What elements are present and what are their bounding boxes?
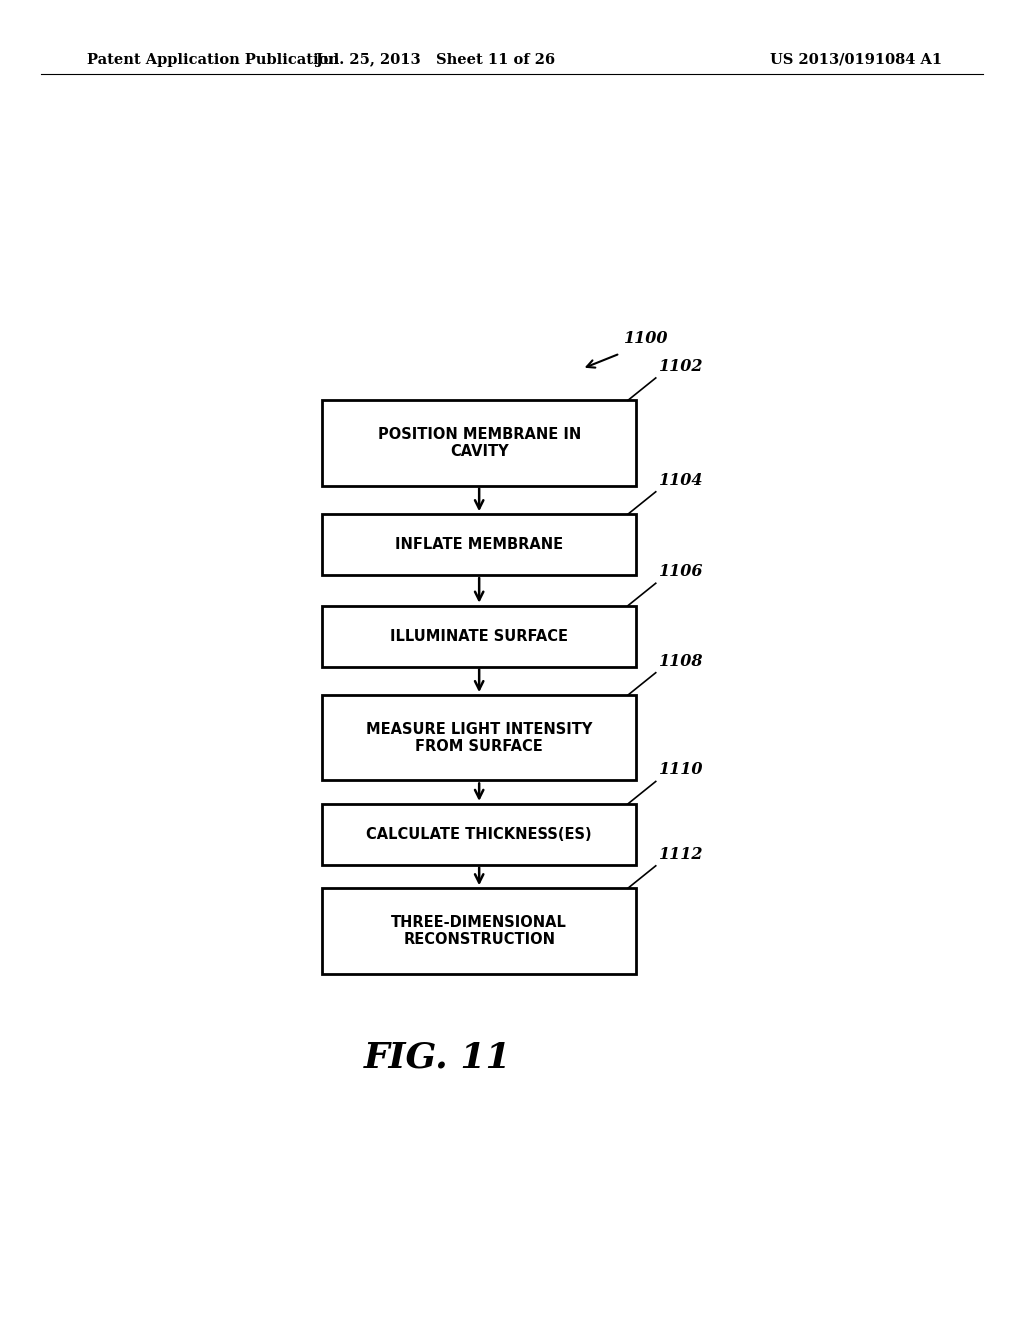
Bar — [323, 888, 636, 974]
Text: ILLUMINATE SURFACE: ILLUMINATE SURFACE — [390, 628, 568, 644]
Bar — [323, 400, 636, 486]
Text: 1102: 1102 — [658, 358, 703, 375]
Bar — [323, 804, 636, 865]
Text: FIG. 11: FIG. 11 — [364, 1041, 511, 1074]
Text: THREE-DIMENSIONAL
RECONSTRUCTION: THREE-DIMENSIONAL RECONSTRUCTION — [391, 915, 567, 946]
Text: 1108: 1108 — [658, 652, 703, 669]
Text: 1106: 1106 — [658, 564, 703, 581]
Bar — [323, 606, 636, 667]
Bar — [323, 515, 636, 576]
Text: INFLATE MEMBRANE: INFLATE MEMBRANE — [395, 537, 563, 552]
Text: MEASURE LIGHT INTENSITY
FROM SURFACE: MEASURE LIGHT INTENSITY FROM SURFACE — [366, 722, 592, 754]
Text: 1104: 1104 — [658, 471, 703, 488]
Text: CALCULATE THICKNESS(ES): CALCULATE THICKNESS(ES) — [367, 826, 592, 842]
Text: Jul. 25, 2013   Sheet 11 of 26: Jul. 25, 2013 Sheet 11 of 26 — [315, 53, 555, 67]
Bar — [323, 696, 636, 780]
Text: Patent Application Publication: Patent Application Publication — [87, 53, 339, 67]
Text: 1110: 1110 — [658, 762, 703, 779]
Text: US 2013/0191084 A1: US 2013/0191084 A1 — [770, 53, 942, 67]
Text: 1112: 1112 — [658, 846, 703, 863]
Text: POSITION MEMBRANE IN
CAVITY: POSITION MEMBRANE IN CAVITY — [378, 426, 581, 459]
Text: 1100: 1100 — [624, 330, 669, 347]
